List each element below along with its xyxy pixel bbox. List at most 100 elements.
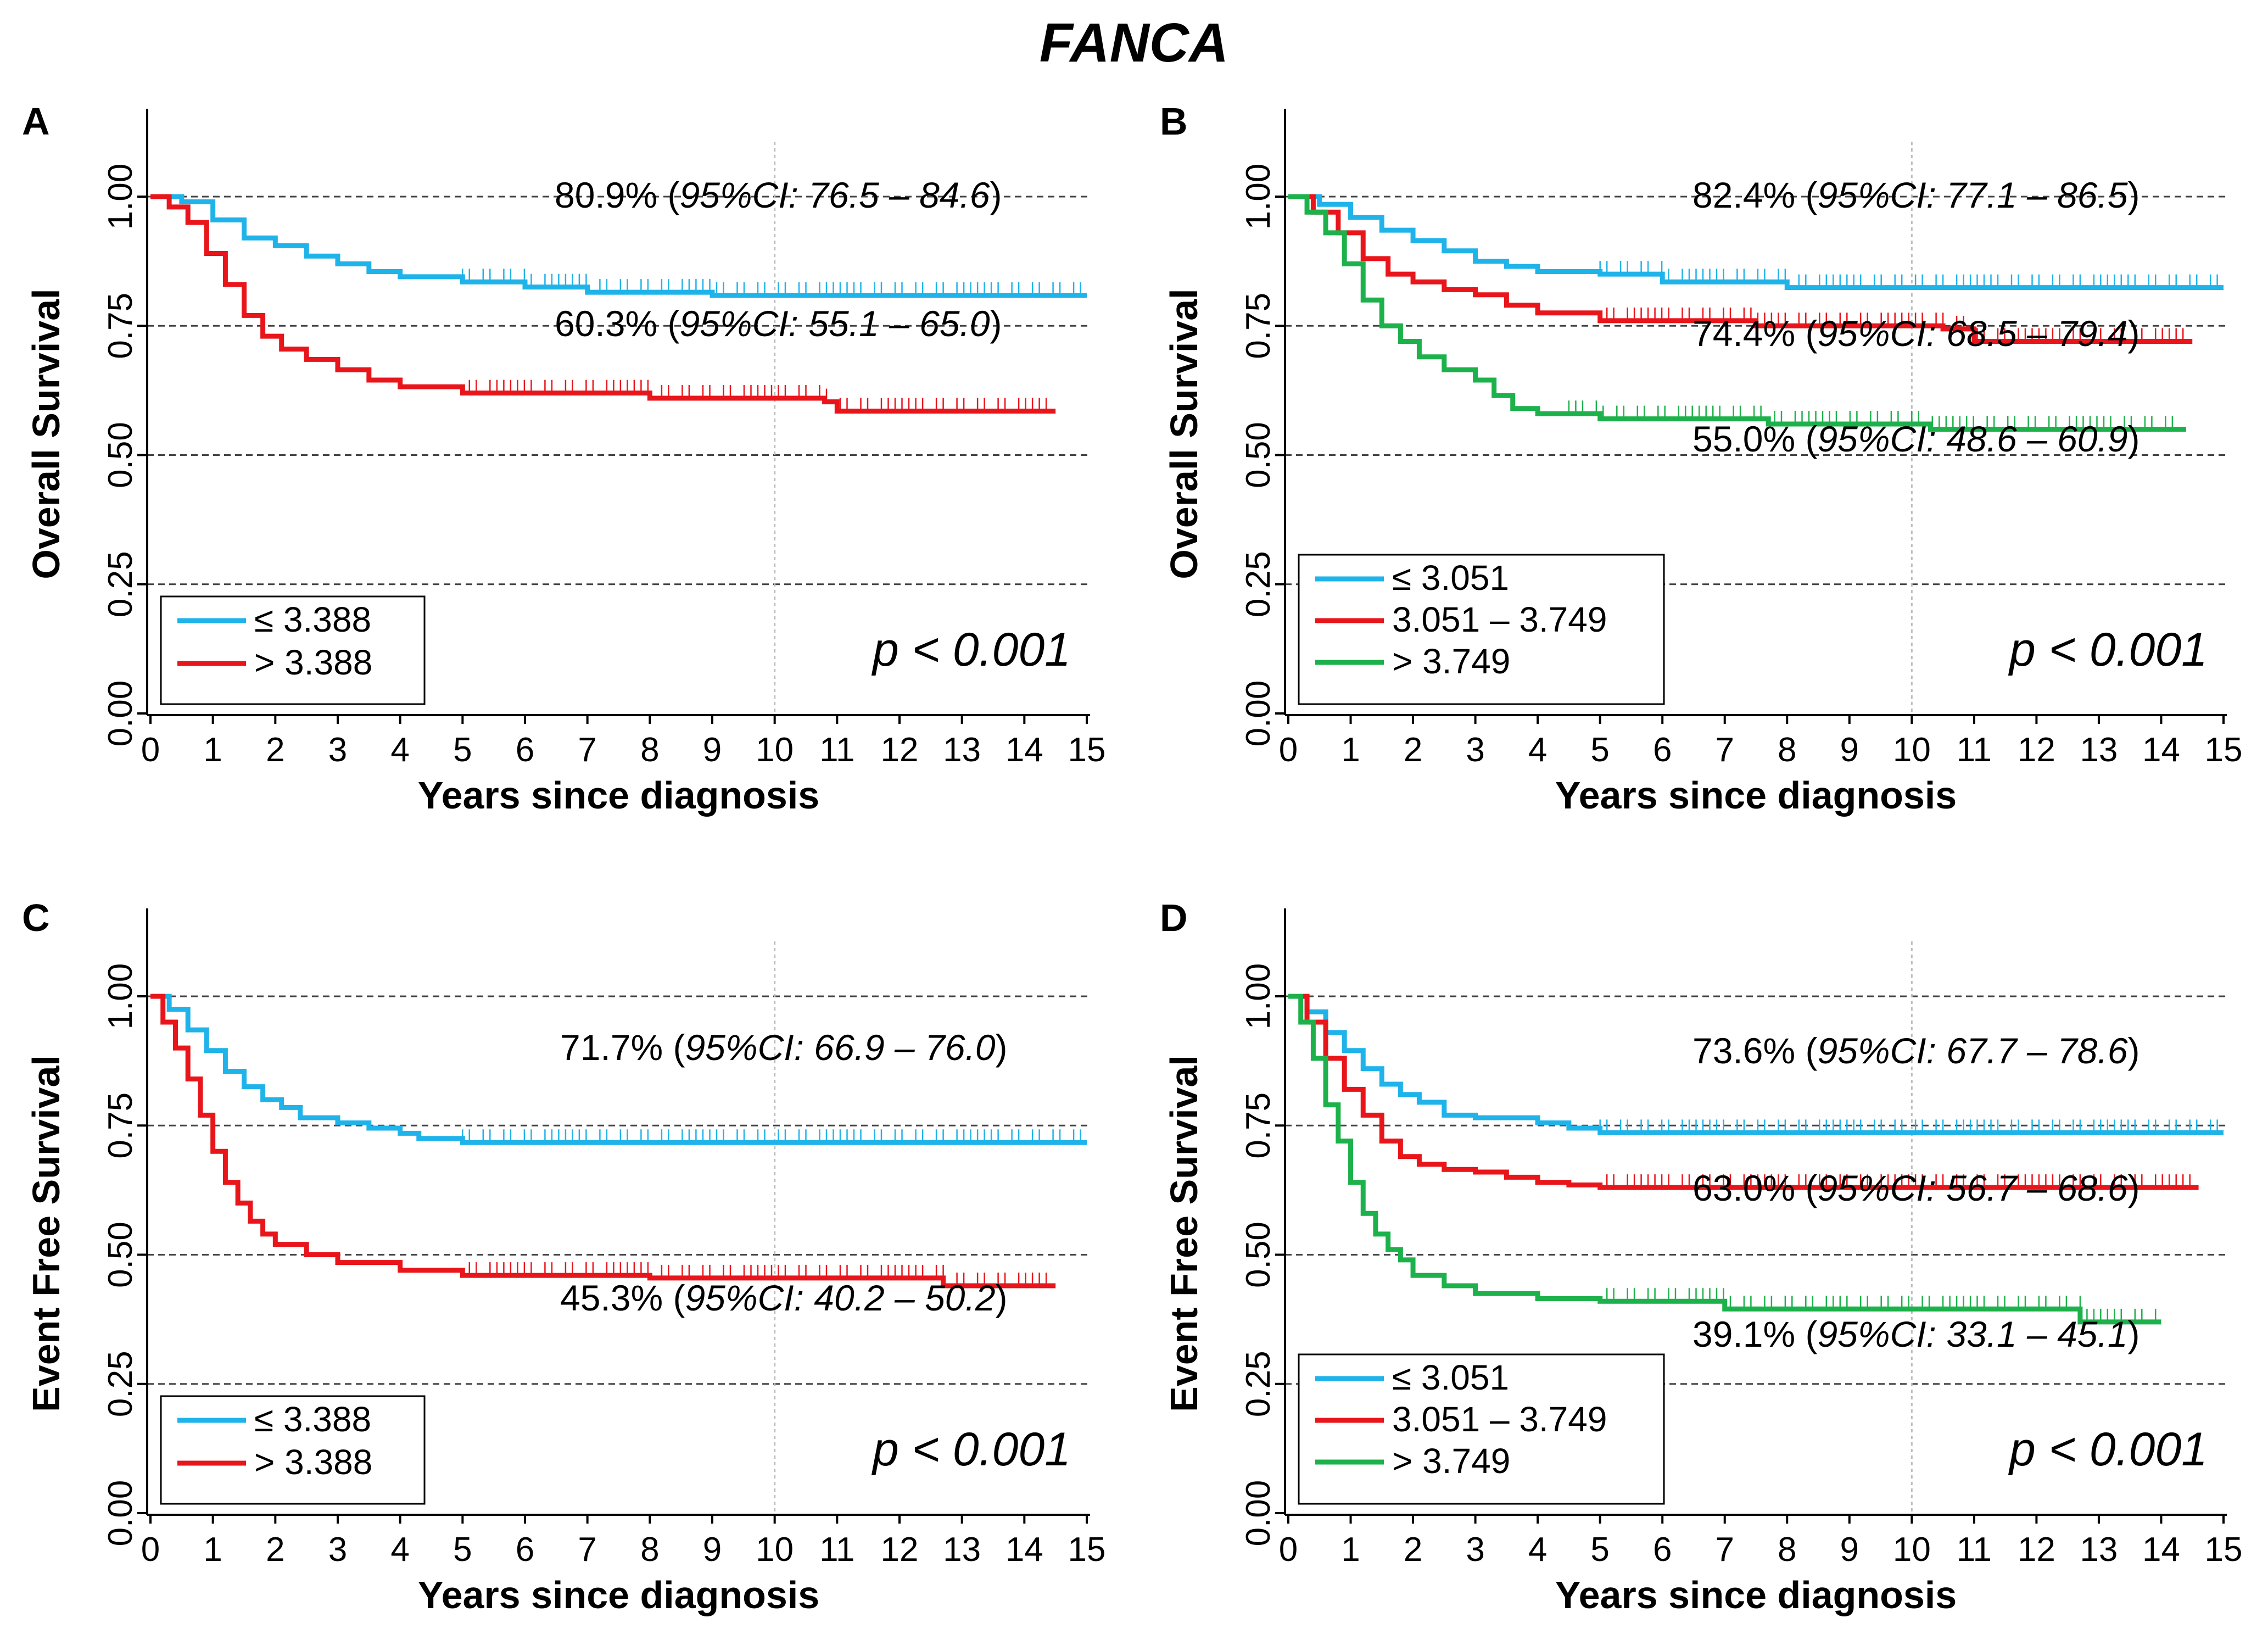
censor-marks-2	[468, 380, 1047, 414]
x-tick-label: 0	[1279, 731, 1298, 769]
x-tick-label: 14	[1005, 1531, 1043, 1569]
panel-letter: D	[1160, 896, 1188, 939]
x-tick-label: 12	[2018, 1531, 2055, 1569]
x-tick-label: 9	[703, 1531, 722, 1569]
y-axis-label: Event Free Survival	[25, 1055, 68, 1412]
legend-label: ≤ 3.388	[254, 600, 371, 639]
survival-annotation: 63.0% (95%CI: 56.7 – 68.6)	[1692, 1168, 2140, 1208]
y-tick-label: 1.00	[1239, 963, 1277, 1030]
x-axis-label: Years since diagnosis	[1555, 1574, 1957, 1616]
y-tick-label: 0.50	[102, 422, 139, 488]
y-axis-label: Overall Survival	[1163, 288, 1205, 579]
x-tick-label: 4	[1528, 731, 1547, 769]
x-tick-label: 12	[881, 731, 919, 769]
panel-c: C0.000.250.500.751.000 1 2 3 4 5 6 7 8 9 10 11 12 13 1…	[22, 896, 1105, 1616]
survival-annotation: 74.4% (95%CI: 68.5 – 79.4)	[1692, 313, 2140, 354]
legend-label: ≤ 3.051	[1392, 1358, 1509, 1397]
panel-b: B0.000.250.500.751.000 1 2 3 4 5 6 7 8 9 10 11 12 13 1…	[1160, 100, 2242, 817]
x-tick-label: 3	[328, 731, 347, 769]
x-tick-label: 11	[819, 731, 854, 769]
x-tick-label: 13	[943, 1531, 981, 1569]
survival-curve-1	[150, 194, 1087, 298]
legend: ≤ 3.388 > 3.388	[160, 595, 426, 705]
panel-a: A0.000.250.500.751.000 1 2 3 4 5 6 7 8 9 10 11 12 13 1…	[22, 100, 1105, 817]
x-tick-label: 3	[328, 1531, 347, 1569]
y-tick-label: 0.75	[102, 293, 139, 359]
x-tick-label: 11	[819, 1531, 854, 1569]
y-axis-label: Overall Survival	[25, 288, 68, 579]
survival-annotation: 60.3% (95%CI: 55.1 – 65.0)	[555, 303, 1002, 344]
y-tick-label: 0.75	[1239, 1092, 1277, 1159]
p-value: p < 0.001	[2008, 623, 2208, 676]
y-tick-label: 0.00	[102, 1480, 139, 1547]
x-tick-label: 7	[1715, 1531, 1734, 1569]
legend-label: > 3.749	[1392, 642, 1510, 681]
y-axis-label: Event Free Survival	[1163, 1055, 1205, 1412]
y-tick-label: 0.75	[1239, 293, 1277, 359]
x-tick-label: 2	[266, 731, 284, 769]
x-tick-label: 15	[2205, 731, 2243, 769]
x-tick-label: 5	[1590, 731, 1609, 769]
x-tick-label: 11	[1957, 731, 1992, 769]
x-tick-label: 13	[2080, 1531, 2118, 1569]
x-tick-label: 2	[266, 1531, 284, 1569]
x-tick-label: 1	[1341, 1531, 1360, 1569]
x-axis-label: Years since diagnosis	[418, 1574, 819, 1616]
survival-annotation: 55.0% (95%CI: 48.6 – 60.9)	[1692, 419, 2140, 459]
x-tick-label: 4	[1528, 1531, 1547, 1569]
survival-annotation: 73.6% (95%CI: 67.7 – 78.6)	[1692, 1030, 2140, 1071]
x-tick-label: 5	[453, 1531, 472, 1569]
x-tick-label: 9	[1840, 731, 1859, 769]
legend: ≤ 3.388> 3.388	[160, 1395, 426, 1505]
x-tick-label: 6	[1653, 731, 1672, 769]
y-tick-label: 0.25	[102, 1351, 139, 1417]
panel-letter: C	[22, 896, 50, 939]
survival-curve-2	[1288, 994, 2199, 1190]
x-tick-label: 14	[2142, 1531, 2180, 1569]
x-axis-label: Years since diagnosis	[418, 774, 819, 817]
legend-label: > 3.388	[254, 643, 372, 682]
legend-label: 3.051 – 3.749	[1392, 1399, 1607, 1439]
x-tick-label: 10	[756, 1531, 794, 1569]
survival-curve-3	[1288, 994, 2161, 1325]
x-tick-label: 13	[943, 731, 981, 769]
legend-label: > 3.388	[254, 1442, 372, 1482]
y-tick-label: 0.50	[1239, 1221, 1277, 1288]
y-tick-label: 1.00	[102, 963, 139, 1030]
x-tick-label: 2	[1404, 731, 1422, 769]
x-tick-label: 14	[2142, 731, 2180, 769]
y-tick-label: 0.50	[102, 1221, 139, 1288]
y-tick-label: 0.00	[1239, 1480, 1277, 1547]
survival-annotation: 39.1% (95%CI: 33.1 – 45.1)	[1692, 1314, 2140, 1354]
x-tick-label: 7	[578, 731, 596, 769]
survival-annotation: 45.3% (95%CI: 40.2 – 50.2)	[560, 1278, 1008, 1318]
x-tick-label: 8	[640, 731, 659, 769]
x-tick-label: 7	[1715, 731, 1734, 769]
x-tick-label: 3	[1466, 731, 1484, 769]
figure-title: FANCA	[1040, 12, 1228, 74]
x-tick-label: 3	[1466, 1531, 1484, 1569]
legend-label: ≤ 3.051	[1392, 558, 1509, 598]
censor-marks-2	[468, 1262, 1047, 1288]
x-tick-label: 6	[516, 1531, 534, 1569]
p-value: p < 0.001	[871, 623, 1071, 676]
legend-label: > 3.749	[1392, 1441, 1510, 1481]
x-tick-label: 15	[1068, 731, 1106, 769]
survival-curve-2	[150, 194, 1056, 414]
x-tick-label: 5	[1590, 1531, 1609, 1569]
x-tick-label: 9	[1840, 1531, 1859, 1569]
x-tick-label: 2	[1404, 1531, 1422, 1569]
x-tick-label: 1	[203, 731, 222, 769]
censor-marks-1	[1599, 1119, 2218, 1135]
censor-marks-3	[1568, 400, 2174, 432]
x-axis-label: Years since diagnosis	[1555, 774, 1957, 817]
x-tick-label: 0	[1279, 1531, 1298, 1569]
survival-annotation: 80.9% (95%CI: 76.5 – 84.6)	[555, 175, 1002, 215]
x-tick-label: 0	[141, 1531, 160, 1569]
panel-letter: B	[1160, 100, 1188, 143]
legend-box	[160, 595, 426, 705]
censor-marks-2	[1606, 1174, 2191, 1190]
